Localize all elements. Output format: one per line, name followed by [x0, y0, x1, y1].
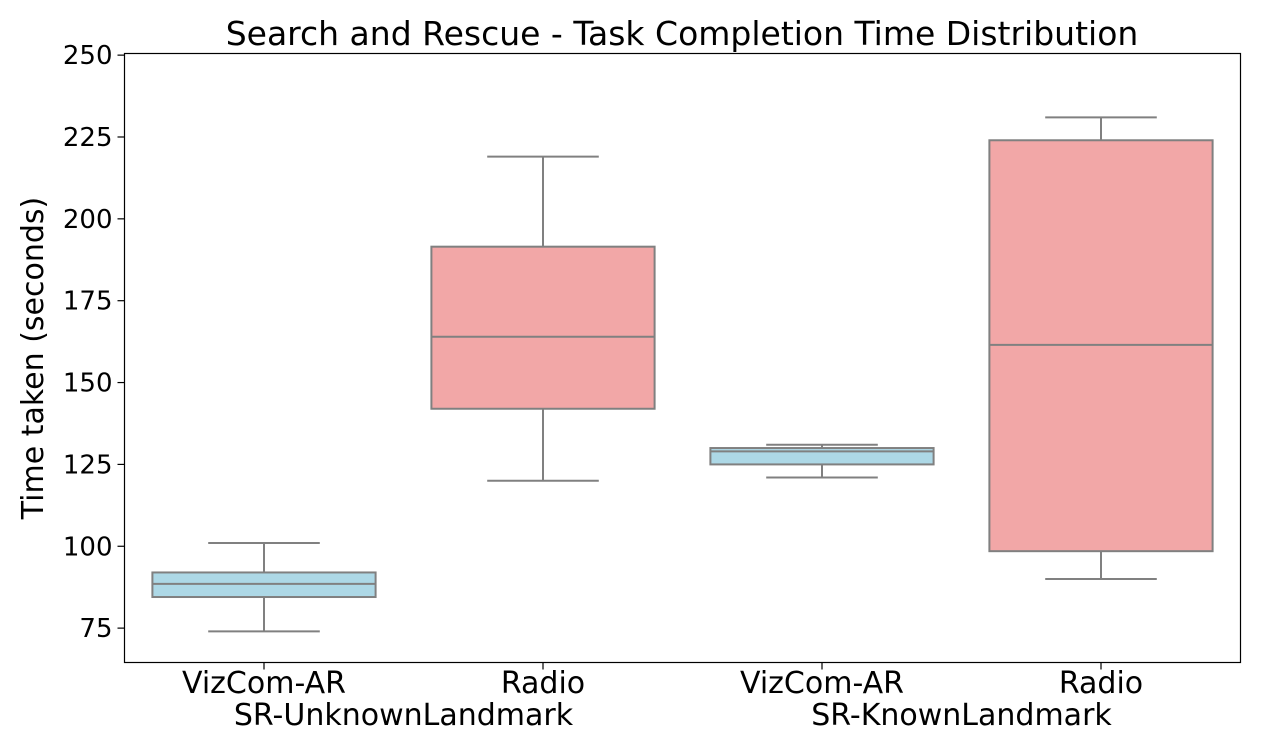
- x-tick-label: Radio: [1059, 666, 1143, 701]
- y-tick-label: 175: [63, 287, 113, 317]
- group-label: SR-UnknownLandmark: [234, 698, 574, 733]
- iqr-box: [430, 245, 656, 410]
- x-tick-label: VizCom-AR: [182, 666, 346, 701]
- y-tick-label: 225: [63, 123, 113, 153]
- y-tick-label: 150: [63, 369, 113, 399]
- x-tick-label: VizCom-AR: [740, 666, 904, 701]
- y-tick-label: 200: [63, 205, 113, 235]
- y-tick-label: 75: [79, 614, 112, 644]
- y-tick-label: 250: [63, 41, 113, 71]
- plot-area: 75 100 125 150 175 200 225 250 VizCom-AR Radio Viz…: [63, 41, 1214, 733]
- x-tick-label: Radio: [501, 666, 585, 701]
- y-tick-label: 125: [63, 450, 113, 480]
- chart-title: Search and Rescue - Task Completion Time…: [226, 14, 1139, 53]
- y-tick-label: 100: [63, 532, 113, 562]
- y-axis-label: Time taken (seconds): [16, 197, 51, 520]
- group-label: SR-KnownLandmark: [811, 698, 1112, 733]
- plot-frame: [123, 52, 1242, 664]
